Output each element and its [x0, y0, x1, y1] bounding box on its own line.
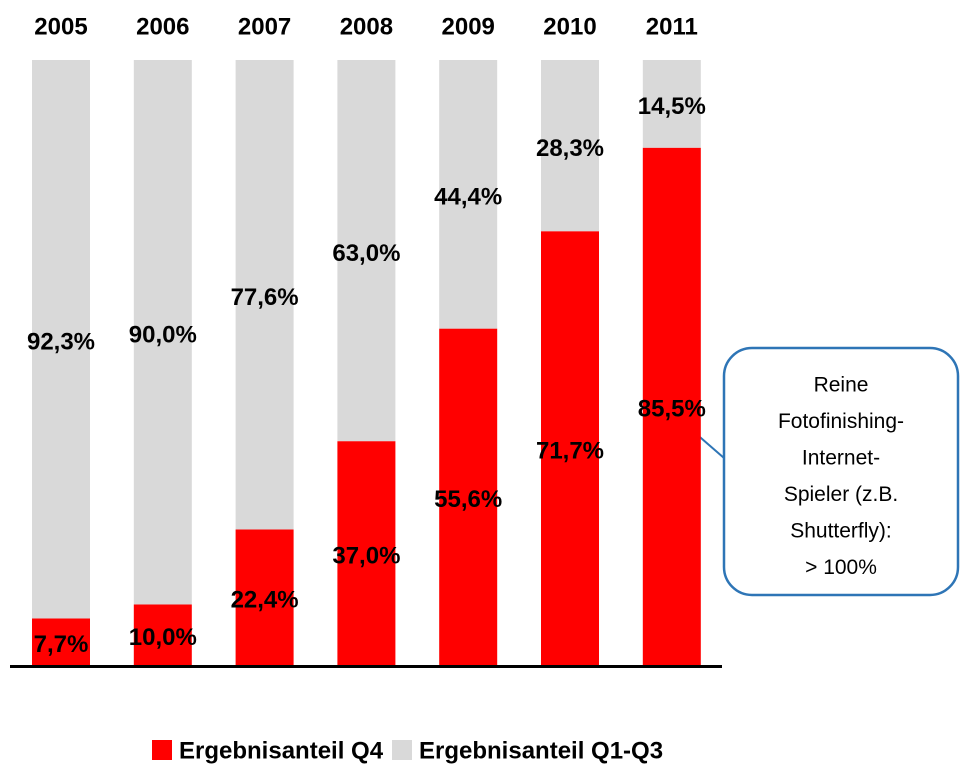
bar-segment — [439, 60, 498, 329]
data-label: 77,6% — [231, 284, 299, 311]
bar-segment — [32, 618, 90, 665]
bar-segment — [32, 60, 90, 619]
callout-box — [722, 346, 960, 597]
bar-segment — [133, 60, 192, 605]
bar-segment — [337, 441, 396, 665]
legend-swatch — [392, 740, 412, 760]
data-label: 10,0% — [129, 624, 197, 651]
data-label: 7,7% — [34, 631, 89, 658]
data-label: 14,5% — [638, 93, 706, 120]
bar-segment — [439, 328, 498, 665]
data-label: 63,0% — [332, 240, 400, 267]
category-label: 2006 — [136, 13, 189, 40]
category-label: 2011 — [646, 13, 698, 40]
callout-text: Spieler (z.B. — [784, 483, 898, 506]
bar-segment — [642, 147, 701, 666]
bar-segment — [133, 604, 192, 665]
data-label: 55,6% — [434, 486, 502, 513]
category-label: 2010 — [543, 13, 596, 40]
data-label: 37,0% — [332, 542, 400, 569]
callout-text: Reine — [814, 374, 869, 397]
legend-swatch — [152, 740, 172, 760]
callout-text: Fotofinishing- — [778, 410, 904, 433]
category-label: 2009 — [442, 13, 495, 40]
bar-segment — [642, 60, 701, 148]
callout-text: > 100% — [805, 556, 877, 579]
bar-segment — [235, 529, 294, 665]
data-label: 90,0% — [129, 322, 197, 349]
legend-label: Ergebnisanteil Q1-Q3 — [419, 737, 663, 764]
callout-text: Internet- — [802, 447, 880, 470]
data-label: 22,4% — [231, 587, 299, 614]
bar-segment — [235, 60, 294, 530]
category-label: 2007 — [238, 13, 291, 40]
bar-segment — [337, 60, 396, 442]
bar-segment — [541, 231, 599, 665]
data-label: 85,5% — [638, 396, 706, 423]
data-label: 71,7% — [536, 437, 604, 464]
callout-gap — [725, 448, 730, 468]
data-label: 44,4% — [434, 184, 502, 211]
legend-label: Ergebnisanteil Q4 — [179, 737, 384, 764]
data-label: 28,3% — [536, 135, 604, 162]
callout-text: Shutterfly): — [790, 520, 892, 543]
data-label: 92,3% — [27, 329, 95, 356]
bar-segment — [541, 60, 599, 232]
category-label: 2008 — [340, 13, 393, 40]
category-label: 2005 — [34, 13, 87, 40]
